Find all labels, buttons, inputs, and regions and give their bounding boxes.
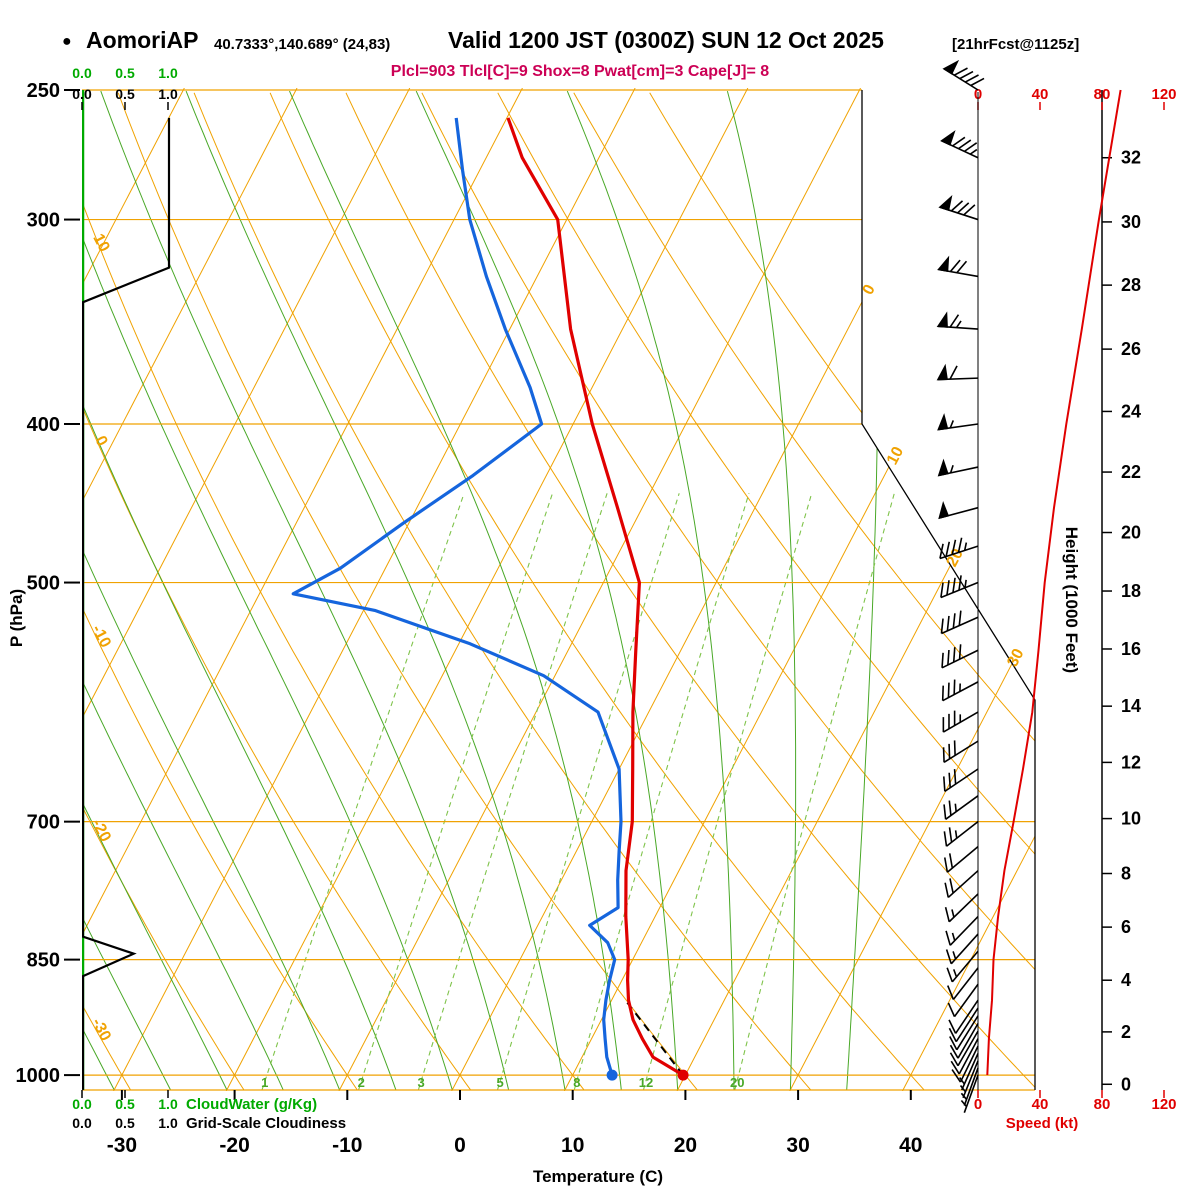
svg-text:1.0: 1.0 [158,86,178,102]
wind-speed-curve [986,89,1122,1076]
svg-text:Height (1000 Feet): Height (1000 Feet) [1062,527,1081,673]
svg-text:16: 16 [1121,639,1141,659]
svg-text:120: 120 [1151,1096,1176,1113]
station-name: AomoriAP [86,27,199,53]
surface-temp-dot [677,1069,689,1081]
svg-text:0.5: 0.5 [115,65,135,81]
svg-text:1.0: 1.0 [158,65,178,81]
svg-text:12: 12 [1121,752,1141,772]
svg-text:30: 30 [786,1134,809,1157]
svg-text:2: 2 [1121,1022,1131,1042]
svg-text:-20: -20 [88,816,114,844]
svg-text:-10: -10 [88,622,114,650]
svg-text:20: 20 [730,1075,744,1090]
svg-text:400: 400 [27,414,60,436]
svg-text:40: 40 [1032,1096,1049,1113]
svg-text:20: 20 [674,1134,697,1157]
svg-text:0: 0 [974,1096,982,1113]
svg-text:30: 30 [1004,646,1027,670]
sounding-parameters: Plcl=903 Tlcl[C]=9 Shox=8 Pwat[cm]=3 Cap… [390,63,770,80]
plot-area [82,88,1035,1091]
svg-text:28: 28 [1121,275,1141,295]
plot-boundary [861,90,1036,1090]
forecast-lead-info: [21hrFcst@1125z] [952,36,1080,53]
svg-text:22: 22 [1121,462,1141,482]
svg-text:4: 4 [1121,970,1131,990]
svg-text:8: 8 [1121,864,1131,884]
isotherms [82,88,1035,1091]
valid-time: Valid 1200 JST (0300Z) SUN 12 Oct 2025 [448,27,884,53]
svg-text:18: 18 [1121,581,1141,601]
svg-text:1.0: 1.0 [158,1096,178,1112]
svg-text:-30: -30 [107,1134,137,1157]
svg-text:850: 850 [27,950,60,972]
svg-text:120: 120 [1151,86,1176,103]
svg-text:500: 500 [27,573,60,595]
svg-text:1: 1 [261,1075,268,1090]
svg-text:700: 700 [27,812,60,834]
profiles [82,90,684,1090]
svg-text:250: 250 [27,80,60,102]
svg-text:CloudWater (g/Kg): CloudWater (g/Kg) [186,1096,317,1113]
cloudiness-profile [82,117,171,1090]
svg-text:24: 24 [1121,401,1141,421]
svg-text:10: 10 [561,1134,584,1157]
svg-text:30: 30 [1121,212,1141,232]
svg-text:-10: -10 [332,1134,362,1157]
svg-text:10: 10 [884,444,907,468]
svg-text:10: 10 [89,231,112,255]
wind-barbs [936,59,985,1113]
scale-rows: 0.0 0.0 0.0 0.0 0.5 0.5 0.5 0.5 1.0 1.0 1.0 1.0 Clou… [72,65,1176,1132]
dewpoint-profile [291,117,623,1076]
svg-text:0.5: 0.5 [115,1096,135,1112]
station-coords: 40.7333°,140.689° (24,83) [214,36,391,53]
svg-text:80: 80 [1094,1096,1111,1113]
svg-text:5: 5 [497,1075,504,1090]
svg-text:0: 0 [454,1134,466,1157]
svg-text:0.0: 0.0 [72,1096,92,1112]
svg-text:14: 14 [1121,696,1141,716]
svg-text:20: 20 [1121,523,1141,543]
mixing-ratio-lines [261,493,895,1091]
parcel-path [626,1001,684,1076]
svg-text:0.0: 0.0 [72,65,92,81]
svg-text:10: 10 [1121,809,1141,829]
svg-text:1.0: 1.0 [158,1115,178,1131]
svg-text:80: 80 [1094,86,1111,103]
svg-text:3: 3 [417,1075,424,1090]
svg-text:300: 300 [27,210,60,232]
svg-text:0.5: 0.5 [115,1115,135,1131]
svg-text:2: 2 [358,1075,365,1090]
dry-adiabats [82,92,1035,1091]
svg-text:8: 8 [573,1075,580,1090]
svg-text:12: 12 [639,1075,653,1090]
svg-text:0.5: 0.5 [115,86,135,102]
surface-dewpoint-dot [606,1069,618,1081]
svg-text:26: 26 [1121,339,1141,359]
svg-text:40: 40 [1032,86,1049,103]
station-marker-icon: ● [62,33,72,50]
svg-text:0: 0 [1121,1074,1131,1094]
svg-text:40: 40 [899,1134,922,1157]
svg-text:32: 32 [1121,148,1141,168]
svg-text:Grid-Scale Cloudiness: Grid-Scale Cloudiness [186,1115,346,1132]
svg-text:6: 6 [1121,917,1131,937]
svg-text:-30: -30 [88,1016,114,1044]
svg-text:Temperature (C): Temperature (C) [533,1167,663,1186]
svg-text:0.0: 0.0 [72,86,92,102]
svg-text:-20: -20 [219,1134,249,1157]
pressure-axis: 250 300 400 500 700 850 1000 P (hPa) [7,80,80,1087]
svg-text:0.0: 0.0 [72,1115,92,1131]
svg-text:P (hPa): P (hPa) [7,589,26,647]
svg-text:1000: 1000 [16,1065,61,1087]
svg-text:Speed (kt): Speed (kt) [1006,1115,1079,1132]
temperature-axis: -30 -20 -10 0 10 20 30 40 Temperature (C) [107,1090,922,1186]
temperature-profile [506,117,684,1077]
moist-adiabats [82,90,879,1091]
